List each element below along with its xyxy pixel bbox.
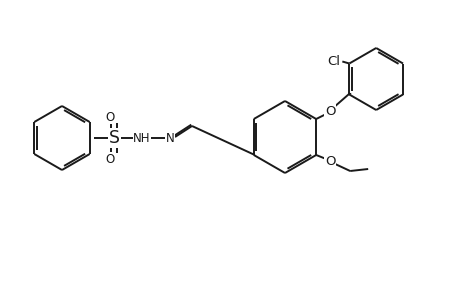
Text: N: N (165, 131, 174, 145)
Text: O: O (105, 110, 114, 124)
Text: S: S (108, 129, 119, 147)
Text: NH: NH (133, 131, 151, 145)
Text: Cl: Cl (326, 55, 339, 68)
Text: O: O (324, 154, 335, 167)
Text: O: O (105, 152, 114, 166)
Text: O: O (324, 104, 335, 118)
